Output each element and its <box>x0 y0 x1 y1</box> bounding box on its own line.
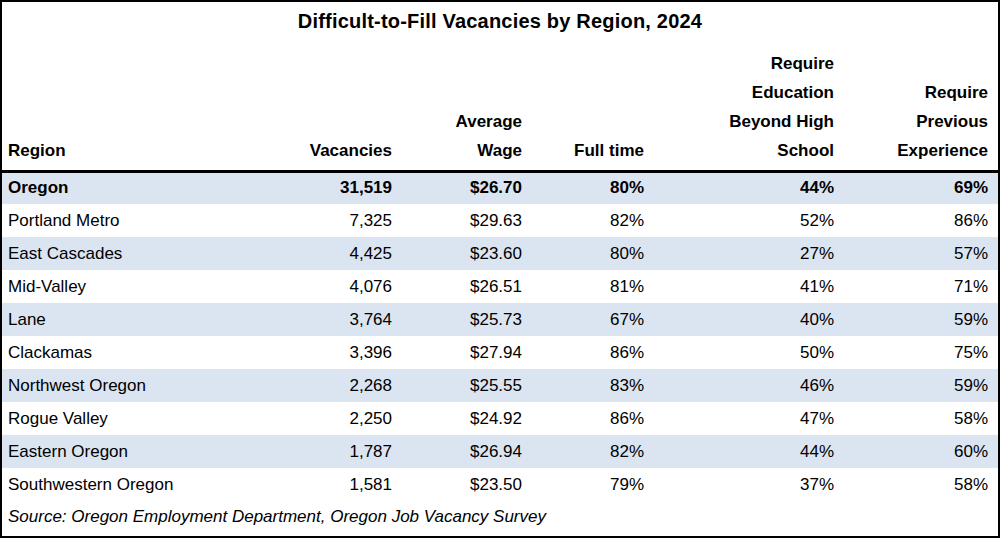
cell-require-experience: 59% <box>844 303 998 336</box>
table-row-oregon: Oregon 31,519 $26.70 80% 44% 69% <box>2 171 998 204</box>
cell-region: Portland Metro <box>2 204 280 237</box>
cell-vacancies: 3,764 <box>280 303 402 336</box>
cell-require-education: 40% <box>654 303 844 336</box>
cell-region: Oregon <box>2 171 280 204</box>
cell-full-time: 86% <box>532 336 654 369</box>
cell-average-wage: $29.63 <box>402 204 532 237</box>
cell-require-experience: 69% <box>844 171 998 204</box>
table-row-eastern-oregon: Eastern Oregon 1,787 $26.94 82% 44% 60% <box>2 435 998 468</box>
cell-require-education: 41% <box>654 270 844 303</box>
cell-full-time: 81% <box>532 270 654 303</box>
cell-average-wage: $26.94 <box>402 435 532 468</box>
table-row-portland-metro: Portland Metro 7,325 $29.63 82% 52% 86% <box>2 204 998 237</box>
cell-region: Clackamas <box>2 336 280 369</box>
table-row-mid-valley: Mid-Valley 4,076 $26.51 81% 41% 71% <box>2 270 998 303</box>
cell-vacancies: 2,250 <box>280 402 402 435</box>
cell-require-experience: 58% <box>844 468 998 501</box>
cell-require-education: 50% <box>654 336 844 369</box>
cell-region: Lane <box>2 303 280 336</box>
cell-region: Eastern Oregon <box>2 435 280 468</box>
column-header-region: Region <box>2 40 280 171</box>
cell-region: Mid-Valley <box>2 270 280 303</box>
column-header-full-time: Full time <box>532 40 654 171</box>
cell-full-time: 79% <box>532 468 654 501</box>
cell-require-education: 46% <box>654 369 844 402</box>
cell-average-wage: $23.50 <box>402 468 532 501</box>
cell-vacancies: 3,396 <box>280 336 402 369</box>
cell-average-wage: $26.70 <box>402 171 532 204</box>
cell-require-experience: 60% <box>844 435 998 468</box>
column-header-row: Region Vacancies Average Wage Full time … <box>2 40 998 171</box>
table-row-northwest-oregon: Northwest Oregon 2,268 $25.55 83% 46% 59… <box>2 369 998 402</box>
cell-region: East Cascades <box>2 237 280 270</box>
cell-require-experience: 57% <box>844 237 998 270</box>
cell-vacancies: 4,425 <box>280 237 402 270</box>
cell-average-wage: $25.55 <box>402 369 532 402</box>
cell-full-time: 82% <box>532 204 654 237</box>
table-row-rogue-valley: Rogue Valley 2,250 $24.92 86% 47% 58% <box>2 402 998 435</box>
cell-average-wage: $25.73 <box>402 303 532 336</box>
cell-full-time: 80% <box>532 237 654 270</box>
cell-require-education: 37% <box>654 468 844 501</box>
data-table: Region Vacancies Average Wage Full time … <box>2 40 998 533</box>
table-row-southwestern-oregon: Southwestern Oregon 1,581 $23.50 79% 37%… <box>2 468 998 501</box>
cell-full-time: 83% <box>532 369 654 402</box>
cell-vacancies: 31,519 <box>280 171 402 204</box>
cell-vacancies: 4,076 <box>280 270 402 303</box>
cell-require-education: 44% <box>654 171 844 204</box>
cell-full-time: 67% <box>532 303 654 336</box>
cell-vacancies: 7,325 <box>280 204 402 237</box>
cell-full-time: 80% <box>532 171 654 204</box>
cell-full-time: 82% <box>532 435 654 468</box>
source-row: Source: Oregon Employment Department, Or… <box>2 501 998 533</box>
cell-average-wage: $23.60 <box>402 237 532 270</box>
cell-average-wage: $26.51 <box>402 270 532 303</box>
cell-vacancies: 1,787 <box>280 435 402 468</box>
cell-require-education: 44% <box>654 435 844 468</box>
cell-require-experience: 75% <box>844 336 998 369</box>
column-header-require-education: Require Education Beyond High School <box>654 40 844 171</box>
cell-require-experience: 86% <box>844 204 998 237</box>
cell-require-experience: 59% <box>844 369 998 402</box>
cell-full-time: 86% <box>532 402 654 435</box>
cell-region: Southwestern Oregon <box>2 468 280 501</box>
difficult-to-fill-vacancies-table: Difficult-to-Fill Vacancies by Region, 2… <box>0 0 1000 538</box>
column-header-vacancies: Vacancies <box>280 40 402 171</box>
table-row-east-cascades: East Cascades 4,425 $23.60 80% 27% 57% <box>2 237 998 270</box>
cell-require-education: 52% <box>654 204 844 237</box>
cell-average-wage: $24.92 <box>402 402 532 435</box>
table-title: Difficult-to-Fill Vacancies by Region, 2… <box>2 2 998 40</box>
table-row-lane: Lane 3,764 $25.73 67% 40% 59% <box>2 303 998 336</box>
cell-require-experience: 58% <box>844 402 998 435</box>
column-header-require-experience: Require Previous Experience <box>844 40 998 171</box>
table-row-clackamas: Clackamas 3,396 $27.94 86% 50% 75% <box>2 336 998 369</box>
cell-vacancies: 2,268 <box>280 369 402 402</box>
source-note: Source: Oregon Employment Department, Or… <box>2 501 998 533</box>
cell-average-wage: $27.94 <box>402 336 532 369</box>
cell-require-experience: 71% <box>844 270 998 303</box>
column-header-average-wage: Average Wage <box>402 40 532 171</box>
cell-require-education: 47% <box>654 402 844 435</box>
cell-region: Rogue Valley <box>2 402 280 435</box>
cell-region: Northwest Oregon <box>2 369 280 402</box>
cell-require-education: 27% <box>654 237 844 270</box>
cell-vacancies: 1,581 <box>280 468 402 501</box>
